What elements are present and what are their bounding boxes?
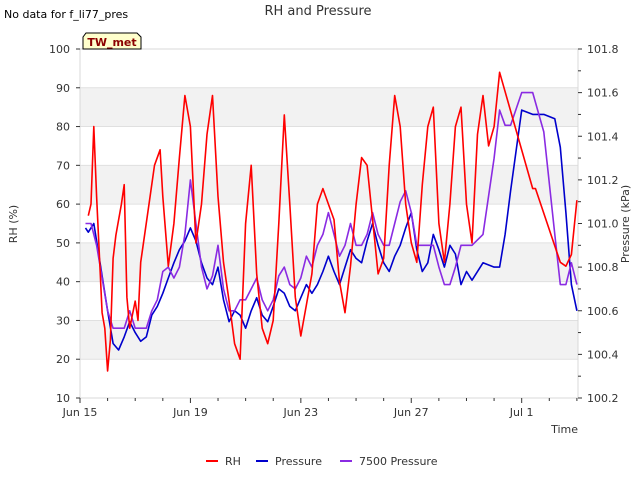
y2-tick-label: 101.4: [587, 130, 619, 143]
series-line-pressure: [84, 109, 578, 351]
y-tick-label: 90: [56, 82, 70, 95]
series-line-rh: [87, 71, 578, 372]
x-tick-label: Jun 19: [172, 406, 208, 419]
y-axis-label: RH (%): [7, 205, 20, 243]
series-line-7500-pressure: [85, 91, 578, 330]
legend-label-pressure: Pressure: [275, 455, 322, 468]
y2-axis-label: Pressure (kPa): [619, 185, 632, 263]
y2-tick-label: 100.2: [587, 392, 619, 405]
y2-tick-label: 100.4: [587, 348, 619, 361]
y2-tick-label: 101.8: [587, 43, 619, 56]
chart-title: RH and Pressure: [264, 4, 371, 19]
grid-band: [80, 242, 578, 282]
y2-tick-label: 101.6: [587, 87, 619, 100]
y2-tick-label: 101.2: [587, 174, 619, 187]
x-tick-label: Jun 23: [282, 406, 318, 419]
y-tick-label: 70: [56, 159, 70, 172]
y-tick-label: 40: [56, 276, 70, 289]
y-tick-label: 10: [56, 392, 70, 405]
y-tick-label: 30: [56, 314, 70, 327]
x-tick-label: Jul 1: [509, 406, 534, 419]
x-axis-label: Time: [550, 423, 578, 436]
y-tick-label: 20: [56, 353, 70, 366]
grid-band: [80, 320, 578, 360]
legend: RH Pressure 7500 Pressure: [206, 455, 438, 468]
y2-tick-label: 101.0: [587, 218, 619, 231]
badge: TW_met: [82, 32, 142, 50]
grid-bands: [80, 87, 578, 399]
series-lines: [84, 71, 578, 372]
x-tick-label: Jun 27: [393, 406, 429, 419]
legend-label-rh: RH: [225, 455, 241, 468]
y-tick-label: 50: [56, 237, 70, 250]
y-tick-label: 80: [56, 121, 70, 134]
x-tick-label: Jun 15: [62, 406, 98, 419]
legend-label-7500-pressure: 7500 Pressure: [359, 455, 438, 468]
y-tick-label: 100: [49, 43, 70, 56]
no-data-note: No data for f_li77_pres: [4, 8, 128, 21]
badge-label: TW_met: [87, 36, 136, 49]
axes: 10 20 30 40 50 60 70 80 90 100 100.2 100.4 100.6 100.…: [49, 43, 619, 419]
y-tick-label: 60: [56, 198, 70, 211]
y2-tick-label: 100.6: [587, 305, 619, 318]
grid-band: [80, 165, 578, 205]
y2-tick-label: 100.8: [587, 261, 619, 274]
